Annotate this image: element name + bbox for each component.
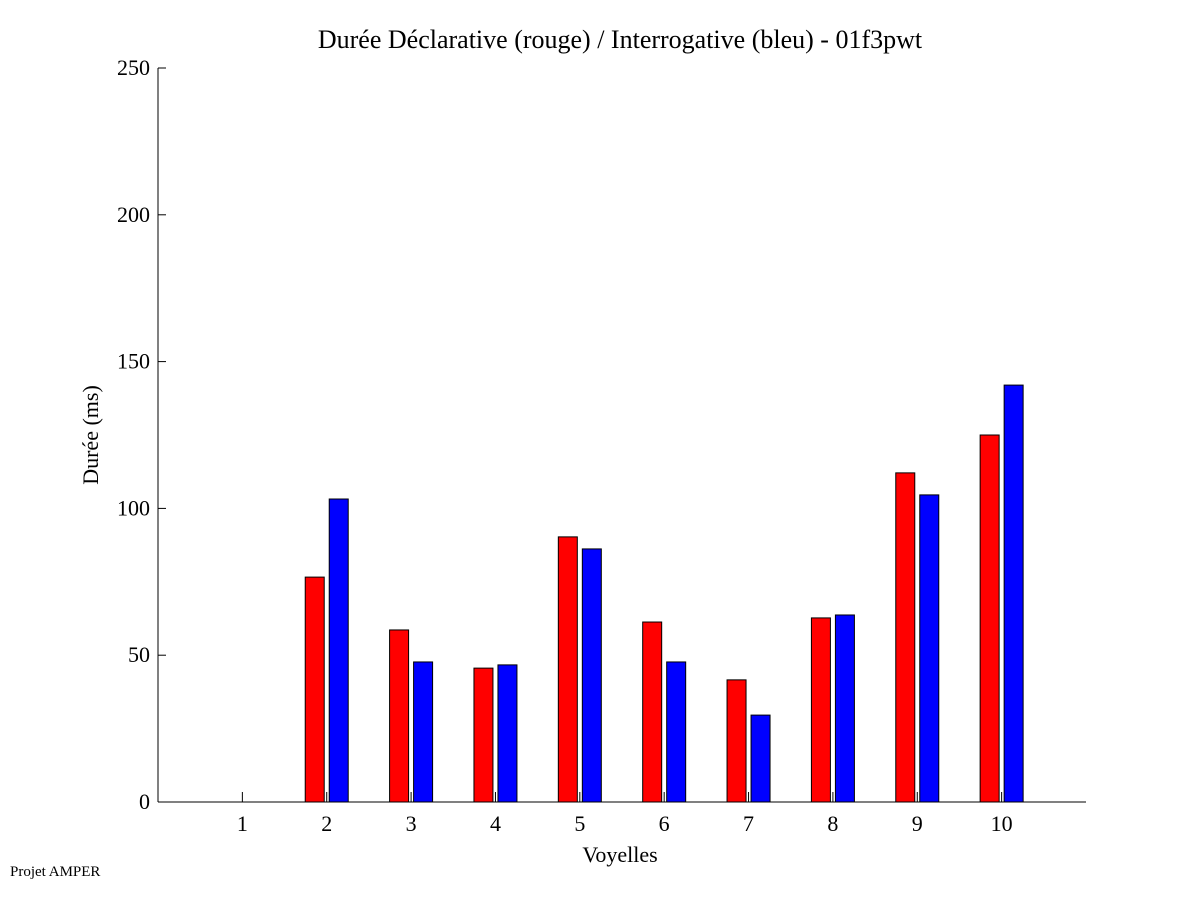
x-tick-label: 4 — [490, 811, 501, 836]
bar-interrogative-9 — [919, 494, 940, 803]
x-tick-label: 1 — [237, 811, 248, 836]
bar-interrogative-3 — [413, 661, 434, 803]
bar-interrogative-7 — [750, 714, 771, 803]
bar-interrogative-8 — [834, 614, 855, 803]
y-tick-label: 200 — [117, 202, 150, 227]
bar-interrogative-5 — [581, 548, 602, 803]
x-tick-label: 5 — [574, 811, 585, 836]
x-tick-label: 9 — [912, 811, 923, 836]
x-axis-label: Voyelles — [582, 842, 657, 867]
bar-déclarative-6 — [642, 621, 663, 803]
y-tick-label: 100 — [117, 495, 150, 520]
x-tick-label: 3 — [406, 811, 417, 836]
x-tick-label: 10 — [991, 811, 1013, 836]
x-tick-label: 6 — [659, 811, 670, 836]
x-tick-label: 7 — [743, 811, 754, 836]
y-tick-label: 250 — [117, 55, 150, 80]
bar-déclarative-5 — [557, 536, 578, 803]
x-tick-label: 2 — [321, 811, 332, 836]
bar-déclarative-10 — [979, 434, 1000, 803]
y-tick-label: 50 — [128, 642, 150, 667]
bar-interrogative-6 — [666, 661, 687, 803]
bar-interrogative-4 — [497, 664, 518, 803]
bar-déclarative-9 — [895, 472, 916, 803]
footer-credit: Projet AMPER — [10, 864, 101, 880]
bar-déclarative-4 — [473, 667, 494, 803]
y-axis-label: Durée (ms) — [78, 385, 103, 485]
y-tick-label: 150 — [117, 349, 150, 374]
bar-interrogative-10 — [1003, 384, 1024, 803]
bar-déclarative-8 — [810, 617, 831, 803]
x-tick-label: 8 — [827, 811, 838, 836]
bar-déclarative-3 — [389, 629, 410, 803]
bar-interrogative-2 — [328, 498, 349, 803]
chart-title: Durée Déclarative (rouge) / Interrogativ… — [318, 25, 923, 54]
bar-déclarative-7 — [726, 679, 747, 803]
bar-déclarative-2 — [304, 576, 325, 803]
y-tick-label: 0 — [139, 789, 150, 814]
